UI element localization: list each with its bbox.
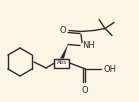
Text: Abs: Abs (57, 60, 67, 65)
Text: O: O (59, 26, 66, 35)
FancyBboxPatch shape (54, 59, 70, 68)
Text: OH: OH (104, 64, 116, 74)
Text: O: O (81, 86, 88, 95)
Polygon shape (60, 44, 68, 59)
Text: NH: NH (82, 41, 95, 50)
